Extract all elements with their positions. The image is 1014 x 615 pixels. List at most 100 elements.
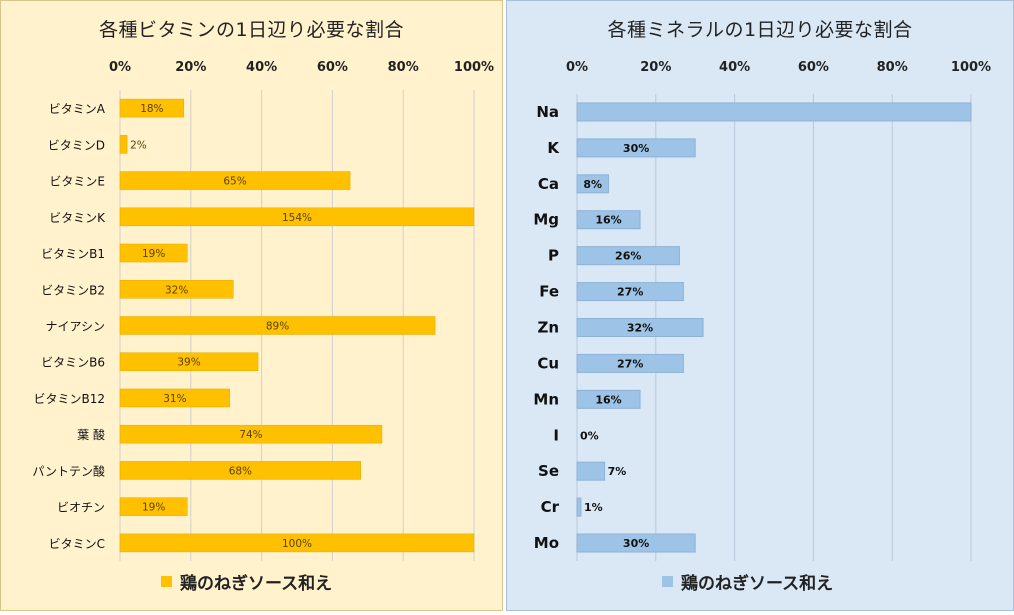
mineral-category-label: Na <box>536 103 559 121</box>
vitamin-value-label: 2% <box>130 139 147 151</box>
vitamin-legend: 鶏のねぎソース和え <box>161 569 332 594</box>
mineral-value-label: 30% <box>623 537 649 550</box>
mineral-chart-panel: 各種ミネラルの1日辺り必要な割合 0% 20% 40% 60% 80% 100% Na K 30… <box>506 0 1014 611</box>
vitamin-category-label: ビタミンA <box>49 102 106 116</box>
mineral-bar <box>576 318 704 337</box>
mineral-bar <box>576 138 696 158</box>
mineral-category-label: Mn <box>533 390 559 408</box>
mineral-category-label: Cr <box>541 498 560 516</box>
vitamin-bar <box>119 98 184 118</box>
vitamin-value-label: 154% <box>282 212 312 224</box>
vitamin-category-label: ビタミンK <box>49 211 106 225</box>
mineral-tick-label: 40% <box>719 60 750 75</box>
vitamin-category-label: パントテン酸 <box>32 463 105 478</box>
mineral-bar <box>576 497 582 517</box>
vitamin-category-label: ビオチン <box>57 501 105 515</box>
mineral-value-label: 26% <box>615 250 641 263</box>
vitamin-tick-label: 0% <box>109 60 131 75</box>
mineral-bar <box>576 102 972 122</box>
vitamin-value-label: 65% <box>223 176 246 188</box>
mineral-bar <box>576 533 696 553</box>
vitamin-category-label: ビタミンD <box>48 138 105 152</box>
mineral-category-label: Ca <box>538 175 559 193</box>
mineral-bar <box>576 282 684 302</box>
vitamin-bar <box>119 388 230 408</box>
vitamin-category-label: ナイアシン <box>45 320 105 334</box>
mineral-tick-label: 20% <box>640 60 671 75</box>
mineral-value-label: 0% <box>580 429 599 442</box>
vitamin-value-label: 39% <box>177 357 200 369</box>
mineral-tick-label: 0% <box>566 60 588 75</box>
vitamin-tick-label: 60% <box>317 60 348 75</box>
vitamin-legend-swatch <box>161 576 172 587</box>
vitamin-value-label: 89% <box>266 321 289 333</box>
mineral-value-label: 16% <box>595 393 621 406</box>
mineral-category-label: Mg <box>533 211 559 229</box>
vitamin-category-label: ビタミンB6 <box>41 356 105 370</box>
mineral-chart-title: 各種ミネラルの1日辺り必要な割合 <box>607 19 913 41</box>
mineral-category-label: Zn <box>537 319 559 337</box>
vitamin-chart-title: 各種ビタミンの1日辺り必要な割合 <box>98 19 405 41</box>
mineral-category-label: I <box>553 426 559 444</box>
vitamin-tick-label: 100% <box>454 60 494 75</box>
vitamin-bar <box>119 171 351 190</box>
vitamin-category-label: ビタミンE <box>49 175 105 189</box>
mineral-legend-label: 鶏のねぎソース和え <box>681 574 834 594</box>
vitamin-bar <box>119 497 188 516</box>
vitamin-bar <box>119 424 383 444</box>
vitamin-chart-panel: 各種ビタミンの1日辺り必要な割合 0% 20% 40% 60% 80% 100% ビタミンA… <box>0 0 503 611</box>
vitamin-value-label: 19% <box>142 248 165 260</box>
mineral-tick-label: 80% <box>877 60 908 75</box>
vitamin-legend-label: 鶏のねぎソース和え <box>180 574 333 594</box>
mineral-value-label: 1% <box>584 501 603 514</box>
vitamin-category-label: ビタミンB1 <box>41 247 105 261</box>
vitamin-value-label: 68% <box>229 465 252 477</box>
mineral-category-label: K <box>547 139 560 157</box>
mineral-category-label: Se <box>538 462 559 480</box>
vitamin-bar <box>119 316 436 335</box>
vitamin-value-label: 18% <box>140 103 163 115</box>
vitamin-value-label: 32% <box>165 284 188 296</box>
mineral-category-label: Mo <box>534 534 559 552</box>
vitamin-bar <box>119 243 188 263</box>
vitamin-tick-label: 20% <box>175 60 206 75</box>
vitamin-value-label: 74% <box>239 429 262 441</box>
mineral-value-label: 7% <box>608 465 627 478</box>
mineral-category-label: P <box>548 247 559 265</box>
vitamin-value-label: 19% <box>142 502 165 514</box>
mineral-category-label: Fe <box>539 283 559 301</box>
vitamin-category-label: ビタミンC <box>49 537 105 551</box>
mineral-value-label: 27% <box>617 357 643 370</box>
mineral-value-label: 32% <box>627 322 653 335</box>
vitamin-value-label: 100% <box>282 538 312 550</box>
mineral-bar <box>576 389 641 409</box>
vitamin-bar <box>119 461 361 480</box>
mineral-legend: 鶏のねぎソース和え <box>662 569 833 594</box>
mineral-value-label: 27% <box>617 286 643 299</box>
vitamin-bar <box>119 280 234 299</box>
mineral-value-label: 30% <box>623 142 649 155</box>
vitamin-bar <box>119 207 475 227</box>
mineral-value-label: 16% <box>595 214 621 227</box>
mineral-tick-label: 60% <box>798 60 829 75</box>
mineral-legend-swatch <box>662 576 673 587</box>
mineral-bar <box>576 174 610 194</box>
vitamin-category-label: ビタミンB2 <box>41 283 105 297</box>
mineral-chart-plot: 0% 20% 40% 60% 80% 100% Na K 30% Ca 8% Mg 16% P 26% Fe 2… <box>533 60 991 561</box>
vitamin-chart-plot: 0% 20% 40% 60% 80% 100% ビタミンA 18% ビタミンD 2% ビタミンE 65… <box>32 60 494 561</box>
mineral-tick-label: 100% <box>951 60 991 75</box>
vitamin-value-label: 31% <box>163 393 186 405</box>
mineral-bar <box>576 246 680 266</box>
mineral-value-label: 8% <box>583 178 602 191</box>
vitamin-bar <box>119 135 128 154</box>
mineral-bar <box>576 461 606 481</box>
vitamin-bar <box>119 352 259 371</box>
vitamin-bar <box>119 533 475 553</box>
vitamin-category-label: 葉 酸 <box>77 427 105 442</box>
vitamin-tick-label: 40% <box>246 60 277 75</box>
mineral-bar <box>576 210 641 230</box>
mineral-bar <box>576 353 684 373</box>
vitamin-tick-label: 80% <box>388 60 419 75</box>
mineral-category-label: Cu <box>537 354 559 372</box>
vitamin-category-label: ビタミンB12 <box>33 392 105 406</box>
